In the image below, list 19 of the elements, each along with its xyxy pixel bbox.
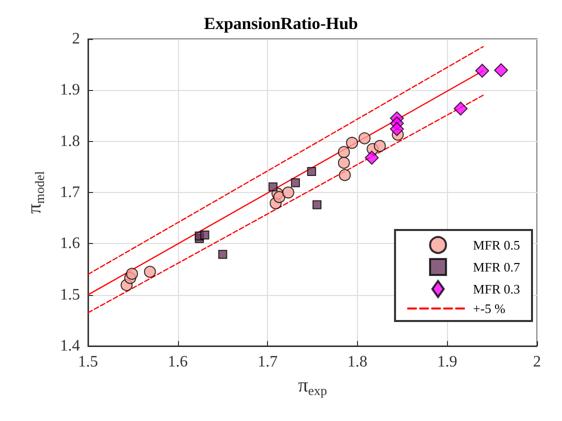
legend-label: MFR 0.5 <box>473 238 520 252</box>
y-tick-label: 2 <box>72 30 80 48</box>
y-tick-label: 1.5 <box>60 286 80 304</box>
x-tick-label: 1.5 <box>78 354 98 370</box>
x-tick-label: 1.7 <box>258 354 278 370</box>
y-tick-label: 1.4 <box>60 338 80 354</box>
legend-label: MFR 0.3 <box>473 282 520 296</box>
y-tick-label: 1.9 <box>60 82 80 99</box>
x-tick-label: 1.9 <box>437 354 458 370</box>
legend-label: +-5 % <box>473 301 506 316</box>
y-tick-label: 1.8 <box>60 132 80 150</box>
x-tick-label: 1.6 <box>168 354 188 370</box>
legend-label: MFR 0.7 <box>473 260 520 274</box>
y-tick-label: 1.7 <box>60 184 80 201</box>
x-tick-label: 1.8 <box>347 354 368 370</box>
y-tick-label: 1.6 <box>60 235 80 252</box>
x-tick-label: 2 <box>533 354 541 370</box>
y-axis-title: πmodel <box>24 170 47 214</box>
chart-title: ExpansionRatio-Hub <box>204 14 358 33</box>
